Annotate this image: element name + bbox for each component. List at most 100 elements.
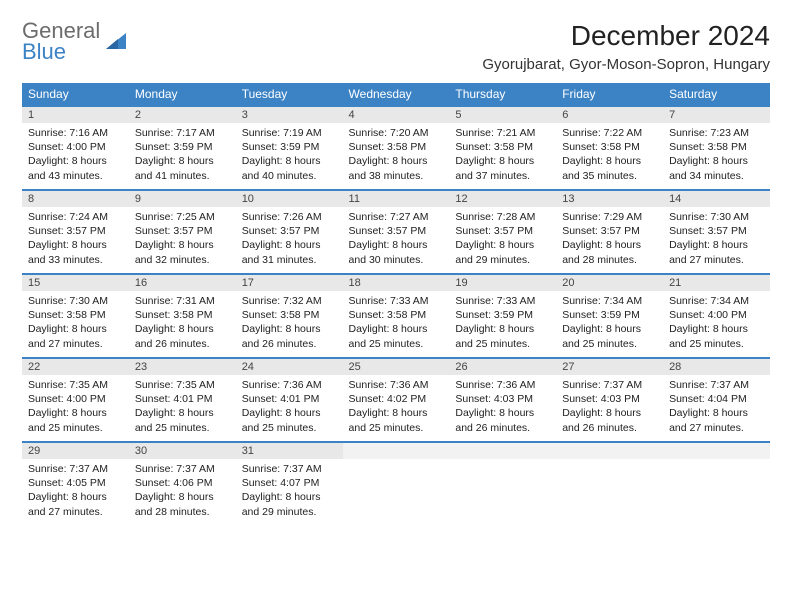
calendar-cell: 6 Sunrise: 7:22 AMSunset: 3:58 PMDaylight… [556, 106, 663, 190]
calendar-cell: 28Sunrise: 7:37 AMSunset: 4:04 PMDayligh… [663, 358, 770, 442]
sunrise-line: Sunrise: 7:36 AM [242, 378, 337, 392]
day-body: Sunrise: 7:37 AMSunset: 4:06 PMDaylight:… [129, 459, 236, 523]
sunrise-line: Sunrise: 7:36 AM [455, 378, 550, 392]
calendar-cell: 20Sunrise: 7:34 AMSunset: 3:59 PMDayligh… [556, 274, 663, 358]
sunrise-line: Sunrise: 7:21 AM [455, 126, 550, 140]
day-number: 12 [449, 191, 556, 207]
day-body: Sunrise: 7:21 AMSunset: 3:58 PMDaylight:… [449, 123, 556, 187]
sunset-line: Sunset: 4:06 PM [135, 476, 230, 490]
sunset-line: Sunset: 4:05 PM [28, 476, 123, 490]
calendar-cell: 4Sunrise: 7:20 AMSunset: 3:58 PMDaylight… [343, 106, 450, 190]
sunrise-line: Sunrise: 7:22 AM [562, 126, 657, 140]
sunset-line: Sunset: 3:57 PM [562, 224, 657, 238]
daylight-line: Daylight: 8 hours and 30 minutes. [349, 238, 444, 266]
calendar-cell-empty [663, 442, 770, 526]
calendar-cell: 5Sunrise: 7:21 AMSunset: 3:58 PMDaylight… [449, 106, 556, 190]
calendar-cell: 10Sunrise: 7:26 AMSunset: 3:57 PMDayligh… [236, 190, 343, 274]
weekday-header: Friday [556, 83, 663, 106]
weekday-header: Thursday [449, 83, 556, 106]
sunrise-line: Sunrise: 7:26 AM [242, 210, 337, 224]
day-number: 2 [129, 107, 236, 123]
day-body: Sunrise: 7:37 AMSunset: 4:04 PMDaylight:… [663, 375, 770, 439]
daylight-line: Daylight: 8 hours and 37 minutes. [455, 154, 550, 182]
calendar-row: 15 Sunrise: 7:30 AM Sunset: 3:58 PM Dayligh… [22, 274, 770, 358]
sunset-line: Sunset: 4:01 PM [135, 392, 230, 406]
logo-triangle-icon [104, 29, 128, 53]
sunrise-line: Sunrise: 7:37 AM [135, 462, 230, 476]
page-header: General Blue December 2024 Gyorujbarat, … [22, 20, 770, 73]
daylight-line: Daylight: 8 hours and 25 minutes. [455, 322, 550, 350]
calendar-table: Sunday Monday Tuesday Wednesday Thursday… [22, 83, 770, 526]
daylight-line: Daylight: 8 hours and 40 minutes. [242, 154, 337, 182]
sunrise-line: Sunrise: 7:27 AM [349, 210, 444, 224]
weekday-header: Saturday [663, 83, 770, 106]
month-title: December 2024 [482, 20, 770, 52]
sunrise-line: Sunrise: 7:32 AM [242, 294, 337, 308]
daylight-line: Daylight: 8 hours and 43 minutes. [28, 154, 123, 182]
sunset-line: Sunset: 3:57 PM [135, 224, 230, 238]
daylight-line: Daylight: 8 hours and 25 minutes. [562, 322, 657, 350]
day-body: Sunrise: 7:25 AMSunset: 3:57 PMDaylight:… [129, 207, 236, 271]
sunrise-line: Sunrise: 7:30 AM [669, 210, 764, 224]
sunset-line: Sunset: 3:58 PM [562, 140, 657, 154]
weekday-header: Wednesday [343, 83, 450, 106]
sunset-line: Sunset: 3:59 PM [562, 308, 657, 322]
daylight-line: Daylight: 8 hours and 25 minutes. [135, 406, 230, 434]
day-number: 28 [663, 359, 770, 375]
day-number: 15 [22, 275, 129, 291]
calendar-body: 1Sunrise: 7:16 AMSunset: 4:00 PMDaylight… [22, 106, 770, 526]
sunrise-line: Sunrise: 7:30 AM [28, 294, 123, 308]
day-body: Sunrise: 7:36 AMSunset: 4:01 PMDaylight:… [236, 375, 343, 439]
weekday-header: Monday [129, 83, 236, 106]
logo-word-blue: Blue [22, 41, 100, 63]
day-number: 9 [129, 191, 236, 207]
day-body: Sunrise: 7:16 AMSunset: 4:00 PMDaylight:… [22, 123, 129, 187]
daylight-line: Daylight: 8 hours and 35 minutes. [562, 154, 657, 182]
daylight-line: Daylight: 8 hours and 27 minutes. [669, 238, 764, 266]
sunrise-line: Sunrise: 7:37 AM [28, 462, 123, 476]
sunrise-line: Sunrise: 7:29 AM [562, 210, 657, 224]
logo: General Blue [22, 20, 128, 62]
calendar-cell: 1Sunrise: 7:16 AMSunset: 4:00 PMDaylight… [22, 106, 129, 190]
sunset-line: Sunset: 4:00 PM [28, 392, 123, 406]
day-number: 14 [663, 191, 770, 207]
day-number: 6 [556, 107, 663, 123]
day-number: 30 [129, 443, 236, 459]
day-body: Sunrise: 7:37 AMSunset: 4:07 PMDaylight:… [236, 459, 343, 523]
logo-text-block: General Blue [22, 20, 100, 63]
daylight-line: Daylight: 8 hours and 29 minutes. [242, 490, 337, 518]
location-subtitle: Gyorujbarat, Gyor-Moson-Sopron, Hungary [482, 56, 770, 73]
sunset-line: Sunset: 3:58 PM [135, 308, 230, 322]
day-body: Sunrise: 7:32 AMSunset: 3:58 PMDaylight:… [236, 291, 343, 355]
sunrise-line: Sunrise: 7:34 AM [562, 294, 657, 308]
day-number: 27 [556, 359, 663, 375]
daylight-line: Daylight: 8 hours and 27 minutes. [669, 406, 764, 434]
sunset-line: Sunset: 3:57 PM [349, 224, 444, 238]
sunrise-line: Sunrise: 7:33 AM [349, 294, 444, 308]
calendar-cell: 21Sunrise: 7:34 AMSunset: 4:00 PMDayligh… [663, 274, 770, 358]
day-number: 19 [449, 275, 556, 291]
calendar-row: 8Sunrise: 7:24 AMSunset: 3:57 PMDaylight… [22, 190, 770, 274]
daylight-line: Daylight: 8 hours and 34 minutes. [669, 154, 764, 182]
sunset-line: Sunset: 3:58 PM [455, 140, 550, 154]
sunset-line: Sunset: 3:57 PM [28, 224, 123, 238]
calendar-cell: 18Sunrise: 7:33 AMSunset: 3:58 PMDayligh… [343, 274, 450, 358]
calendar-row: 1Sunrise: 7:16 AMSunset: 4:00 PMDaylight… [22, 106, 770, 190]
day-body: Sunrise: 7:33 AMSunset: 3:58 PMDaylight:… [343, 291, 450, 355]
sunset-line: Sunset: 3:57 PM [455, 224, 550, 238]
title-block: December 2024 Gyorujbarat, Gyor-Moson-So… [482, 20, 770, 73]
day-number: 21 [663, 275, 770, 291]
weekday-header: Sunday [22, 83, 129, 106]
day-body: Sunrise: 7:19 AMSunset: 3:59 PMDaylight:… [236, 123, 343, 187]
calendar-cell: 12Sunrise: 7:28 AMSunset: 3:57 PMDayligh… [449, 190, 556, 274]
weekday-header: Tuesday [236, 83, 343, 106]
sunset-line: Sunset: 4:00 PM [669, 308, 764, 322]
day-number: 24 [236, 359, 343, 375]
daylight-line: Daylight: 8 hours and 33 minutes. [28, 238, 123, 266]
calendar-cell: 8Sunrise: 7:24 AMSunset: 3:57 PMDaylight… [22, 190, 129, 274]
day-number: 29 [22, 443, 129, 459]
day-body: Sunrise: 7:17 AMSunset: 3:59 PMDaylight:… [129, 123, 236, 187]
daylight-line: Daylight: 8 hours and 28 minutes. [135, 490, 230, 518]
daylight-line: Daylight: 8 hours and 25 minutes. [669, 322, 764, 350]
daylight-line: Daylight: 8 hours and 25 minutes. [349, 322, 444, 350]
